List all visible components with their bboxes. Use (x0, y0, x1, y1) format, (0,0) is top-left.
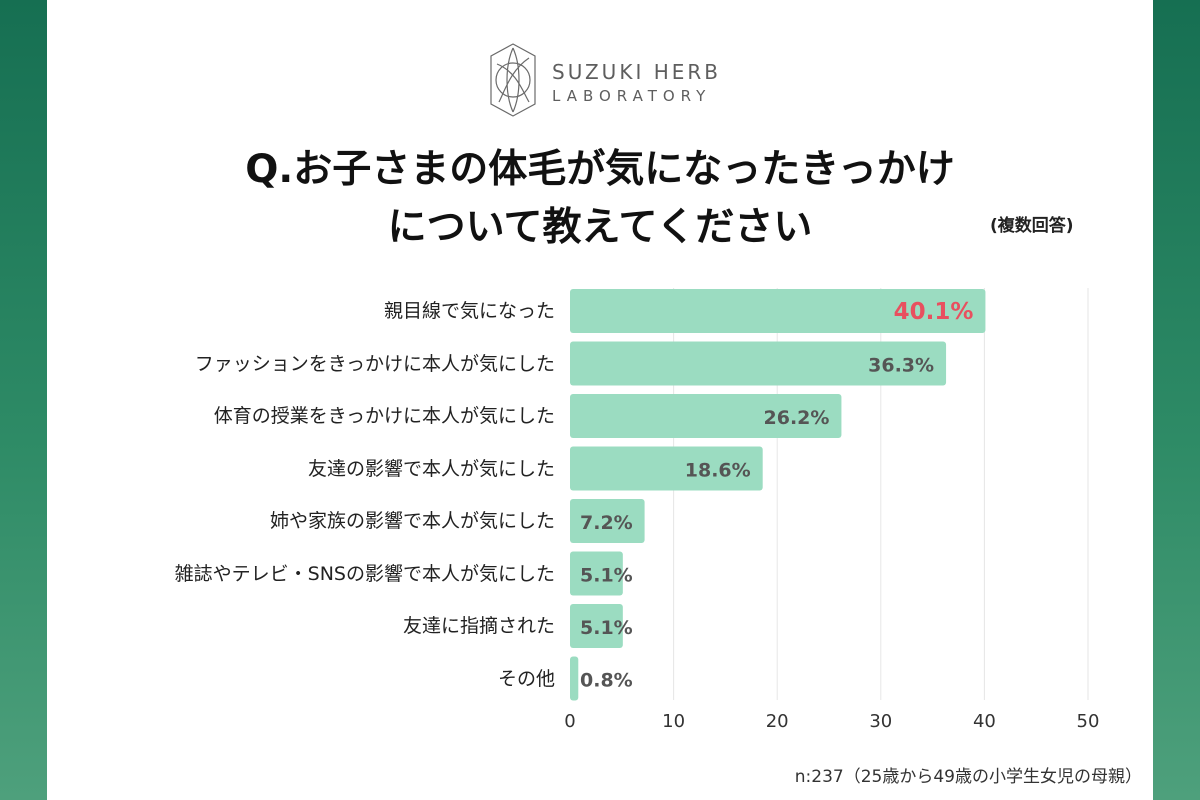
brand-name-line1: SUZUKI HERB (552, 60, 721, 84)
brand-name-line2: LABORATORY (552, 87, 712, 105)
x-tick-label: 20 (766, 711, 789, 732)
category-label: 親目線で気になった (383, 300, 555, 322)
data-label: 18.6% (685, 460, 751, 482)
bar (570, 341, 947, 386)
data-label: 5.1% (580, 565, 633, 587)
data-label: 5.1% (580, 617, 633, 639)
sample-note: n:237（25歳から49歳の小学生女児の母親） (794, 767, 1142, 787)
x-tick-label: 50 (1077, 711, 1100, 732)
data-label: 0.8% (580, 670, 633, 692)
data-label: 26.2% (764, 407, 830, 429)
bar (570, 551, 623, 596)
chart-title-line1: Q.お子さまの体毛が気になったきっかけ (245, 147, 955, 192)
bar (570, 499, 645, 543)
category-label: 体育の授業をきっかけに本人が気にした (213, 405, 555, 427)
category-label: 友達の影響で本人が気にした (307, 457, 555, 480)
bar (570, 656, 579, 701)
x-tick-label: 10 (662, 711, 685, 732)
category-label: 友達に指摘された (402, 615, 555, 637)
data-label: 7.2% (580, 512, 633, 534)
category-label: 姉や家族の影響で本人が気にした (269, 510, 555, 532)
x-tick-label: 0 (564, 711, 575, 732)
chart-title-line2: について教えてください (387, 205, 813, 250)
bar (570, 394, 842, 438)
data-label: 36.3% (868, 355, 934, 377)
data-label: 40.1% (894, 299, 974, 325)
category-label: ファッションをきっかけに本人が気にした (194, 352, 555, 375)
category-label: 雑誌やテレビ・SNSの影響で本人が気にした (174, 562, 555, 585)
x-tick-label: 30 (869, 711, 892, 732)
leaf-circle-icon (490, 43, 536, 117)
bar (570, 289, 986, 333)
bar (570, 604, 623, 648)
x-tick-label: 40 (973, 711, 996, 732)
category-label: その他 (497, 667, 555, 690)
multiple-answer-note: (複数回答) (990, 216, 1074, 236)
bar (570, 446, 763, 491)
